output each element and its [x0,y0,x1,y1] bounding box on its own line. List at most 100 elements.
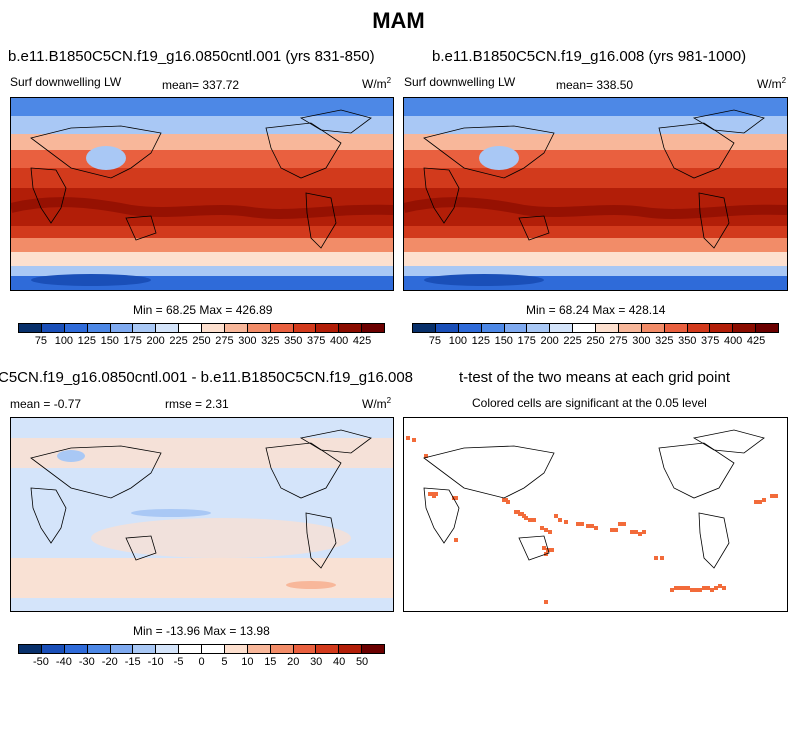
panel2-colorbar-tick-label: 225 [563,335,582,347]
panel3-map-svg [11,418,393,611]
panel1-colorbar-swatch-3 [87,324,111,332]
panel1-colorbar-swatch-8 [202,324,225,332]
panel3-colorbar-tick-label: -15 [124,656,141,668]
panel2-colorbar-tick-label: 75 [428,335,442,347]
significant-cell [694,588,698,592]
significant-cell [678,586,682,590]
panel3-colorbar-tick-label: 5 [221,656,228,668]
panel2-colorbar-tick-label: 300 [632,335,651,347]
significant-cell [586,524,590,528]
panel1-colorbar-tick-label: 75 [34,335,48,347]
panel3-colorbar-tick-label: -30 [78,656,95,668]
significant-cell [580,522,584,526]
significant-cell [454,496,458,500]
significant-cell [558,518,562,522]
panel2-mean: mean= 338.50 [556,78,634,92]
panel3-colorbar-swatch-9 [224,645,248,653]
panel2-colorbar-swatch-4 [504,324,528,332]
panel2-colorbar-swatch-10 [641,324,665,332]
panel2-coastlines [423,109,765,249]
significant-cell [610,528,614,532]
panel2-colorbar-swatch-3 [481,324,505,332]
significant-cell [674,586,678,590]
panel3-map [10,417,394,612]
panel3-minmax: Min = -13.96 Max = 13.98 [133,624,270,638]
panel3-colorbar-swatch-10 [247,645,271,653]
panel3-colorbar-tick-label: -40 [55,656,72,668]
panel3-units: W/m2 [362,396,392,411]
panel3-colorbar-swatch-0 [19,645,42,653]
panel1-colorbar-swatch-7 [179,324,202,332]
panel2-colorbar-tick-label: 200 [540,335,559,347]
panel1-colorbar-tick-label: 325 [261,335,280,347]
significant-cell [532,518,536,522]
panel3-colorbar-tick-label: 20 [287,656,300,668]
panel1-colorbar-swatch-5 [133,324,157,332]
panel2-colorbar-swatch-15 [756,324,778,332]
panel2-colorbar-swatch-5 [527,324,551,332]
figure-title: MAM [372,8,425,33]
panel4-coastlines [423,429,765,569]
significant-cell [706,586,710,590]
panel3-colorbar-tick-label: -5 [173,656,184,668]
significant-cell [690,588,694,592]
panel2-colorbar-swatch-2 [458,324,482,332]
panel1-colorbar-tick-label: 175 [123,335,142,347]
panel3-colorbar-swatch-1 [41,645,65,653]
panel1-colorbar-swatch-1 [41,324,65,332]
significant-cell [424,454,428,458]
significant-cell [406,436,410,440]
panel1-colorbar-tick-label: 400 [329,335,349,347]
significant-cell [718,584,722,588]
panel3-colorbar-ticks: -50 -40 -30 -20 -15 -10 -5 0 5 10 15 20 30 40 50 [18,656,385,670]
panel1-nsub-band [11,150,393,168]
panel1-colorbar-swatch-15 [362,324,384,332]
significant-cell [686,586,690,590]
panel1-nmid-band [11,134,393,150]
panel4-map-svg [404,418,787,611]
panel3-colorbar-tick-label: -20 [101,656,118,668]
panel1-coastlines [30,109,372,249]
panel3-colorbar-swatch-2 [64,645,88,653]
panel2-colorbar-tick-label: 375 [701,335,720,347]
panel2-units: W/m2 [757,76,787,91]
panel3-colorbar-swatch-4 [110,645,134,653]
panel2-map [403,97,788,291]
panel2-colorbar-swatch-12 [687,324,711,332]
panel1-minmax: Min = 68.25 Max = 426.89 [133,303,273,317]
panel2-colorbar-tick-label: 250 [586,335,605,347]
panel2-colorbar-tick-label: 125 [471,335,490,347]
panel3-colorbar-swatch-6 [156,645,180,653]
significant-cell [412,438,416,442]
panel2-variable-label: Surf downwelling LW [404,75,516,89]
significant-cell [702,586,706,590]
panel3-colorbar [18,644,385,654]
significant-cell [506,500,510,504]
panel2-colorbar-swatch-14 [733,324,757,332]
panel1-colorbar-swatch-2 [64,324,88,332]
panel3-colorbar-tick-label: 10 [241,656,254,668]
panel2-colorbar-swatch-8 [596,324,619,332]
panel2-map-svg [404,98,787,290]
panel2-colorbar-tick-label: 150 [494,335,513,347]
significant-cell [714,586,718,590]
panel3-mean: mean = -0.77 [10,397,82,411]
significant-cell [542,546,546,550]
panel1-colorbar-tick-label: 200 [146,335,165,347]
significant-cell [618,522,622,526]
panel2-minmax: Min = 68.24 Max = 428.14 [526,303,666,317]
panel3-colorbar-tick-label: 15 [264,656,277,668]
panel1-north-band [11,116,393,134]
significant-cell [434,492,438,496]
panel3-colorbar-swatch-12 [293,645,317,653]
significant-cell [548,530,552,534]
significant-cell [564,520,568,524]
significant-cell [758,500,762,504]
panel3-colorbar-tick-label: 40 [333,656,346,668]
panel1-colorbar-swatch-12 [293,324,317,332]
panel4-subtitle: Colored cells are significant at the 0.0… [472,396,707,410]
panel3-colorbar-swatch-15 [362,645,384,653]
panel1-colorbar-swatch-6 [156,324,180,332]
panel1-colorbar [18,323,385,333]
panel1-colorbar-tick-label: 125 [77,335,96,347]
